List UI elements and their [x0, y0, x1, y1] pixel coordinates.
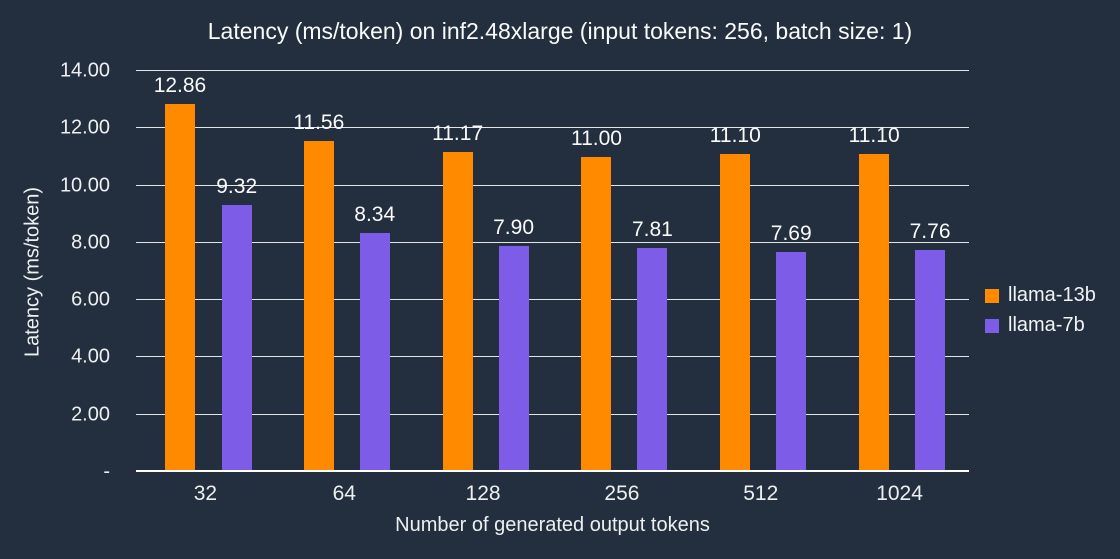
x-tick-label-1024: 1024 [876, 482, 923, 505]
y-tick-label: 10.00 [59, 174, 110, 197]
bar-llama-7b-128 [498, 245, 529, 472]
legend-swatch-llama-13b [985, 288, 999, 303]
x-tick-label-64: 64 [332, 482, 356, 505]
bar-group-256: 11.00 7.81 256 [553, 71, 692, 505]
y-tick-label: 6.00 [71, 288, 110, 311]
legend-label-llama-7b: llama-7b [1008, 314, 1085, 336]
bar-value-label: 11.17 [432, 122, 484, 146]
bar-column-llama-13b: 11.56 [293, 71, 344, 472]
bar-value-label: 11.10 [848, 124, 900, 148]
bar-value-label: 7.90 [493, 215, 534, 239]
bar-llama-7b-512 [776, 251, 807, 472]
bar-column-llama-7b: 7.76 [910, 71, 951, 472]
x-tick-label-256: 256 [604, 482, 640, 505]
bar-column-llama-13b: 11.00 [571, 71, 622, 472]
bar-value-label: 8.34 [354, 203, 396, 227]
y-tick-label: - [103, 460, 110, 483]
bar-column-llama-7b: 7.90 [493, 71, 534, 472]
gridline-- [136, 470, 969, 472]
bar-column-llama-13b: 11.10 [849, 71, 900, 472]
y-tick-label: 12.00 [59, 116, 110, 139]
gridline-8.00 [136, 241, 969, 243]
bar-llama-13b-1024 [859, 154, 890, 472]
gridline-14.00 [136, 70, 969, 71]
bar-value-label: 11.10 [709, 124, 761, 148]
bar-llama-13b-64 [303, 140, 334, 472]
legend-item-llama-13b: llama-13b [985, 284, 1096, 306]
legend-swatch-llama-7b [985, 318, 999, 333]
x-tick-label-512: 512 [743, 482, 779, 505]
bar-value-label: 9.32 [216, 175, 258, 199]
bar-llama-7b-64 [359, 233, 390, 472]
bar-value-label: 11.56 [293, 110, 345, 134]
gridline-6.00 [136, 299, 969, 301]
legend: llama-13b llama-7b [985, 284, 1096, 345]
x-axis-title: Number of generated output tokens [395, 514, 710, 536]
bar-llama-13b-128 [442, 152, 473, 472]
bar-llama-13b-256 [581, 156, 612, 472]
bar-value-label: 12.86 [153, 73, 207, 97]
y-tick-label: 14.00 [59, 59, 110, 82]
bar-llama-7b-256 [637, 248, 668, 472]
bar-group-32: 12.86 9.32 32 [136, 71, 275, 505]
bar-group-64: 11.56 8.34 64 [275, 71, 414, 505]
y-tick-label: 2.00 [71, 403, 110, 426]
bar-llama-13b-512 [720, 154, 751, 472]
y-tick-label: 8.00 [71, 231, 110, 254]
bar-column-llama-13b: 11.10 [710, 71, 761, 472]
legend-label-llama-13b: llama-13b [1008, 284, 1096, 306]
y-tick-label: 4.00 [71, 345, 110, 368]
bar-group-512: 11.10 7.69 512 [691, 71, 830, 505]
bar-group-128: 11.17 7.90 128 [414, 71, 553, 505]
gridline-10.00 [136, 184, 969, 186]
bar-value-label: 11.00 [570, 126, 622, 150]
bar-llama-7b-1024 [915, 249, 946, 472]
bar-column-llama-7b: 9.32 [216, 71, 257, 472]
plot-area: - 2.00 4.00 6.00 8.00 10.00 12.00 14.00 12.86 9.3… [60, 60, 969, 505]
bar-llama-13b-32 [164, 103, 195, 472]
legend-item-llama-7b: llama-7b [985, 314, 1096, 336]
bar-llama-7b-32 [221, 205, 252, 472]
bar-column-llama-13b: 11.17 [432, 71, 483, 472]
bar-column-llama-7b: 7.81 [632, 71, 673, 472]
x-tick-label-128: 128 [465, 482, 501, 505]
bar-column-llama-7b: 7.69 [771, 71, 812, 472]
gridline-4.00 [136, 356, 969, 358]
bar-column-llama-13b: 12.86 [153, 71, 207, 472]
bar-value-label: 7.76 [909, 219, 951, 243]
y-axis-title: Latency (ms/token) [21, 186, 44, 358]
gridline-12.00 [136, 127, 969, 129]
bar-column-llama-7b: 8.34 [354, 71, 395, 472]
bar-value-label: 7.81 [631, 218, 673, 242]
bar-group-1024: 11.10 7.76 1024 [830, 71, 969, 505]
gridline-2.00 [136, 413, 969, 415]
bar-value-label: 7.69 [770, 221, 812, 245]
chart-title: Latency (ms/token) on inf2.48xlarge (inp… [207, 18, 913, 44]
x-tick-label-32: 32 [193, 482, 218, 505]
